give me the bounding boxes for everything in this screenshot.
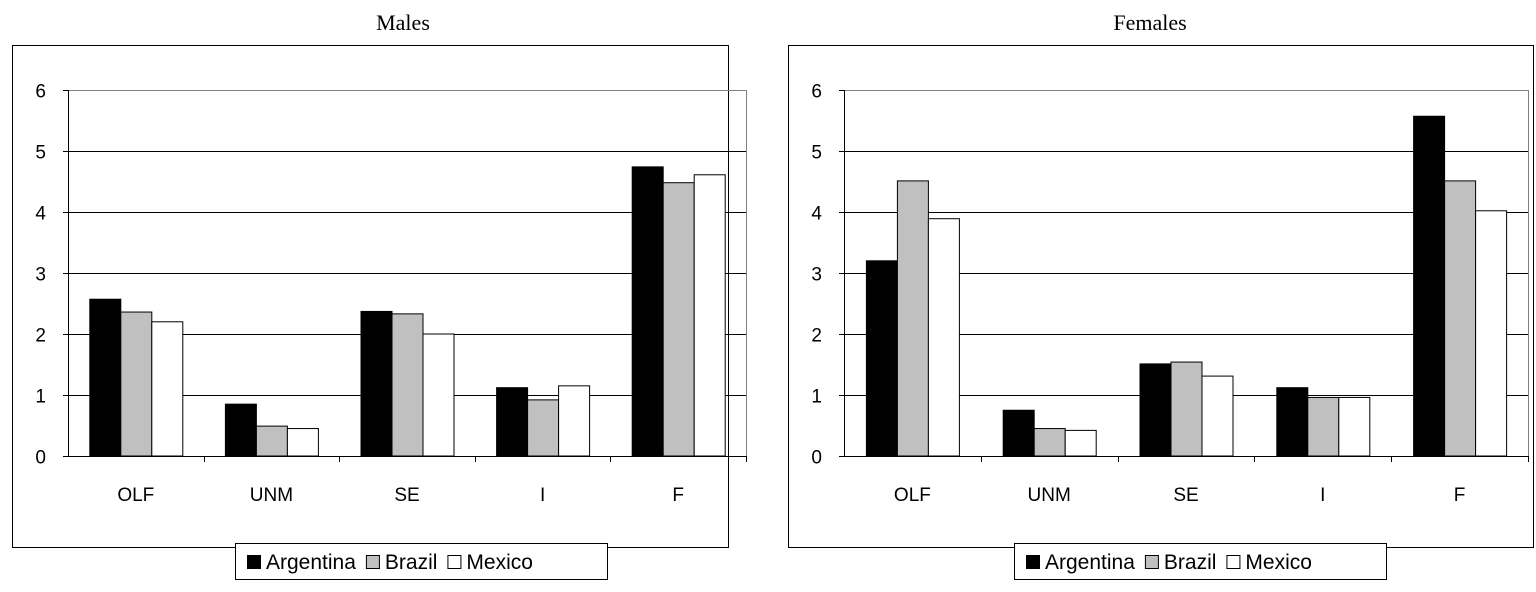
x-tick-label: SE <box>394 485 419 506</box>
bar-brazil-olf <box>896 180 929 457</box>
males-chart: 0 1 2 3 4 5 6 OLF UNM SE I F Argentina Brazil Mexico <box>12 45 747 580</box>
x-tick-label: I <box>540 485 545 506</box>
x-tick-label: OLF <box>117 485 154 506</box>
legend-swatch-mexico <box>1226 555 1241 569</box>
legend-swatch-mexico <box>447 555 462 569</box>
bar-argentina-olf <box>865 260 898 457</box>
legend-label-brazil: Brazil <box>385 551 438 574</box>
legend-swatch-brazil <box>365 555 380 569</box>
bar-argentina-i <box>496 387 529 457</box>
y-tick-label: 5 <box>811 143 822 164</box>
bar-argentina-unm <box>224 403 257 457</box>
bar-mexico-olf <box>151 321 184 457</box>
bar-mexico-f <box>1475 210 1508 457</box>
x-tick-label: UNM <box>250 485 293 506</box>
bar-argentina-se <box>1139 363 1172 457</box>
bar-brazil-unm <box>255 425 288 457</box>
bar-mexico-se <box>1201 375 1234 457</box>
females-chart-title: Females <box>1113 10 1187 35</box>
legend-swatch-argentina <box>247 555 261 569</box>
y-tick-label: 6 <box>811 82 822 103</box>
legend-swatch-argentina <box>1026 555 1040 569</box>
y-tick-label: 3 <box>811 265 822 286</box>
legend-label-argentina: Argentina <box>266 551 356 574</box>
y-tick-label: 6 <box>35 82 46 103</box>
bar-brazil-i <box>527 399 560 457</box>
females-chart: 0 1 2 3 4 5 6 OLF UNM SE I F Argentina Brazil Mexico <box>788 45 1534 580</box>
bar-mexico-se <box>422 333 455 457</box>
legend-label-mexico: Mexico <box>1245 551 1312 574</box>
legend-box <box>1014 543 1387 580</box>
legend-swatch-brazil <box>1144 555 1159 569</box>
y-tick-label: 0 <box>35 448 46 469</box>
bar-mexico-unm <box>1064 429 1097 457</box>
legend-box <box>235 543 608 580</box>
bar-brazil-se <box>1170 361 1203 457</box>
legend-label-mexico: Mexico <box>466 551 533 574</box>
y-tick-label: 3 <box>35 265 46 286</box>
y-tick-label: 4 <box>35 204 46 225</box>
y-tick-label: 1 <box>811 387 822 408</box>
bar-mexico-olf <box>927 218 960 457</box>
bar-mexico-i <box>558 385 591 457</box>
bar-brazil-se <box>391 313 424 457</box>
bar-mexico-f <box>693 174 726 457</box>
bar-brazil-unm <box>1033 428 1066 457</box>
y-tick-label: 2 <box>811 326 822 347</box>
bar-mexico-i <box>1338 396 1371 457</box>
y-tick-label: 1 <box>35 387 46 408</box>
bar-brazil-f <box>662 182 695 457</box>
bar-argentina-i <box>1276 387 1309 457</box>
y-tick-label: 4 <box>811 204 822 225</box>
bar-argentina-f <box>1413 115 1446 457</box>
bar-brazil-olf <box>120 311 153 457</box>
bar-brazil-i <box>1307 396 1340 457</box>
bar-argentina-olf <box>89 298 122 457</box>
x-tick-label: F <box>672 485 684 506</box>
bar-argentina-f <box>631 166 664 457</box>
chart-frame <box>12 45 729 548</box>
x-tick-label: OLF <box>894 485 931 506</box>
y-tick-label: 5 <box>35 143 46 164</box>
x-tick-label: F <box>1454 485 1466 506</box>
legend-label-argentina: Argentina <box>1045 551 1135 574</box>
bar-argentina-se <box>360 310 393 457</box>
y-tick-label: 2 <box>35 326 46 347</box>
y-tick-label: 0 <box>811 448 822 469</box>
males-chart-title: Males <box>376 10 430 35</box>
x-tick-label: SE <box>1173 485 1198 506</box>
bar-argentina-unm <box>1002 409 1035 457</box>
x-tick-label: UNM <box>1028 485 1071 506</box>
bar-mexico-unm <box>286 428 319 457</box>
x-tick-label: I <box>1320 485 1325 506</box>
bar-brazil-f <box>1444 180 1477 457</box>
legend-label-brazil: Brazil <box>1164 551 1217 574</box>
